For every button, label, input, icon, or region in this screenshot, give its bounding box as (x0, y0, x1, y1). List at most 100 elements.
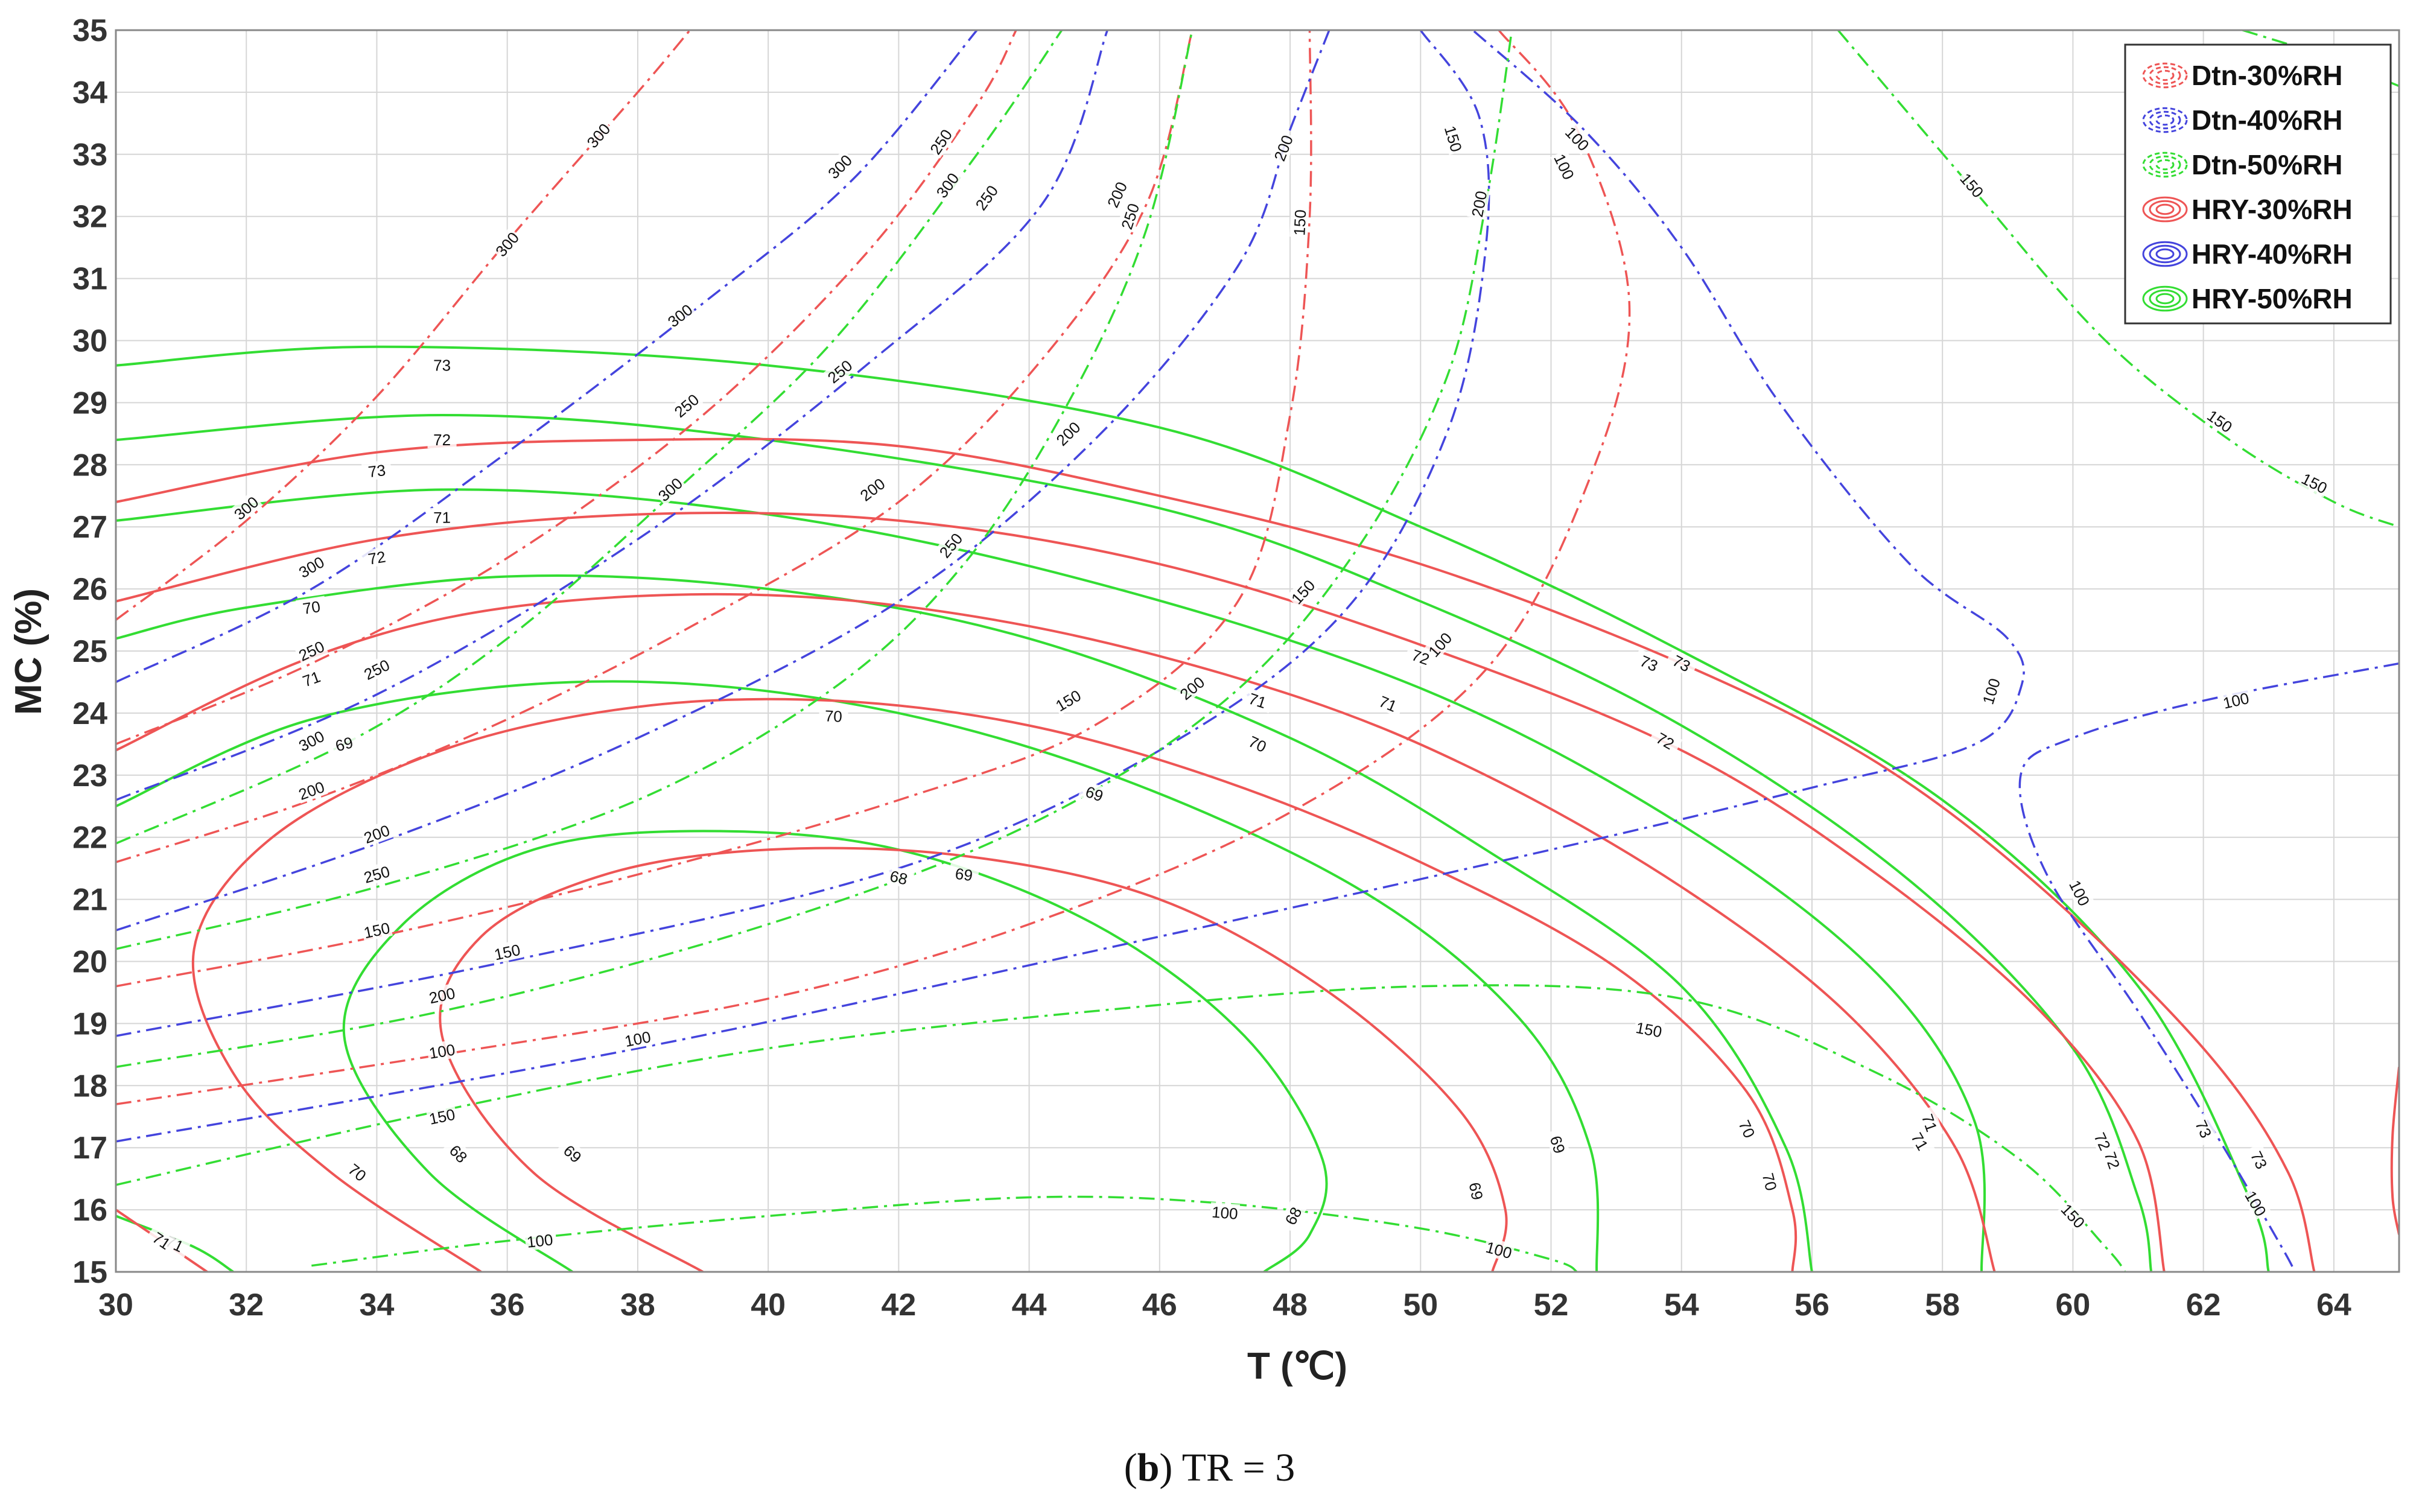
x-tick-label: 58 (1925, 1288, 1960, 1323)
contour-label: 250 (360, 861, 393, 887)
contour-line (311, 1195, 1578, 1272)
svg-text:69: 69 (954, 865, 973, 885)
svg-text:100: 100 (428, 1040, 457, 1063)
svg-text:73: 73 (367, 461, 386, 481)
legend-swatch (2155, 203, 2175, 215)
x-tick-label: 46 (1142, 1288, 1177, 1323)
contour-label: 150 (1289, 208, 1309, 238)
x-tick-label: 40 (751, 1288, 786, 1323)
y-tick-label: 26 (72, 572, 107, 607)
legend-swatch (2142, 196, 2188, 223)
y-tick-label: 34 (72, 75, 107, 110)
svg-text:150: 150 (1290, 209, 1309, 237)
svg-text:72: 72 (367, 547, 387, 568)
contour-lines (116, 30, 2399, 1272)
contour-label: 200 (1467, 188, 1490, 220)
svg-text:69: 69 (1466, 1181, 1487, 1201)
contour-label: 68 (882, 865, 915, 889)
y-axis-label: MC (%) (8, 588, 49, 715)
contour-label: 73 (427, 355, 457, 375)
x-tick-label: 56 (1794, 1288, 1829, 1323)
grid (115, 30, 2399, 1272)
legend-box (2124, 43, 2392, 325)
y-tick-label: 15 (72, 1255, 107, 1290)
contour-line (1837, 30, 2399, 528)
legend-entry: Dtn-50%RH (2142, 149, 2342, 180)
contour-labels: 7373737272727171717070706969696868687173… (144, 118, 2332, 1262)
legend-swatch (2155, 293, 2175, 305)
contour-line (116, 984, 2126, 1272)
figure-caption: (b) TR = 3 (0, 1445, 2419, 1491)
y-tick-label: 17 (72, 1131, 107, 1166)
contour-label: 69 (1078, 780, 1111, 807)
contour-label: 73 (361, 459, 392, 481)
legend-label: Dtn-30%RH (2192, 60, 2342, 91)
x-tick-label: 36 (490, 1288, 525, 1323)
contour-label: 69 (1545, 1128, 1571, 1161)
caption-text: ) TR = 3 (1159, 1446, 1295, 1490)
y-tick-label: 16 (72, 1193, 107, 1228)
legend-label: Dtn-50%RH (2192, 149, 2342, 180)
contour-line (116, 30, 1017, 745)
contour-line (116, 30, 2025, 1143)
x-tick-label: 32 (229, 1288, 264, 1323)
contour-label: 150 (1633, 1017, 1665, 1041)
x-tick-label: 34 (360, 1288, 395, 1323)
x-tick-label: 64 (2316, 1288, 2351, 1323)
contour-label: 69 (328, 731, 361, 757)
plot-frame (115, 29, 2400, 1273)
y-tick-label: 19 (72, 1006, 107, 1041)
x-axis-label: T (℃) (1247, 1345, 1347, 1387)
legend-swatch (2155, 248, 2175, 260)
x-tick-labels: 30 32 34 36 38 40 42 44 46 48 50 52 54 56 58 60 62 64 (98, 1288, 2351, 1323)
y-tick-label: 20 (72, 945, 107, 980)
y-tick-label: 27 (72, 510, 107, 545)
legend-entry: Dtn-40%RH (2142, 104, 2342, 136)
y-tick-label: 32 (72, 200, 107, 235)
legend-swatch (2142, 107, 2188, 133)
x-tick-label: 48 (1273, 1288, 1308, 1323)
x-tick-label: 54 (1664, 1288, 1699, 1323)
contour-line (116, 30, 1108, 801)
legend-label: HRY-40%RH (2192, 238, 2353, 270)
svg-text:71: 71 (433, 509, 451, 527)
y-tick-label: 29 (72, 386, 107, 421)
contour-line (342, 830, 1328, 1272)
legend-swatch (2149, 155, 2181, 174)
contour-label: 72 (361, 545, 393, 569)
legend-swatch (2149, 66, 2181, 85)
legend-swatch (2149, 244, 2181, 264)
svg-text:72: 72 (433, 431, 451, 449)
contour-line (116, 488, 1986, 1272)
legend-swatch (2149, 110, 2181, 130)
contour-line (116, 345, 2270, 1272)
legend-swatch (2149, 289, 2181, 308)
legend-entry: Dtn-30%RH (2142, 60, 2342, 91)
x-tick-label: 60 (2056, 1288, 2091, 1323)
y-tick-label: 23 (72, 758, 107, 793)
contour-label: 70 (1758, 1165, 1783, 1198)
svg-text:68: 68 (888, 867, 909, 889)
contour-line (116, 30, 691, 621)
svg-text:70: 70 (824, 707, 842, 725)
contour-line (116, 30, 978, 684)
contour-line (116, 30, 1631, 1105)
contour-label: 100 (524, 1230, 556, 1251)
svg-text:100: 100 (526, 1230, 554, 1251)
contour-label: 100 (426, 1040, 458, 1063)
legend-swatch (2142, 151, 2188, 178)
svg-text:73: 73 (433, 357, 451, 375)
x-tick-label: 62 (2186, 1288, 2221, 1323)
x-tick-label: 30 (98, 1288, 133, 1323)
legend-swatch (2155, 114, 2175, 126)
legend-entry: HRY-30%RH (2142, 194, 2353, 225)
contour-label: 70 (818, 705, 849, 726)
legend: Dtn-30%RH Dtn-40%RH Dtn-50%RH HRY-30%RH HRY-… (2124, 43, 2392, 325)
y-tick-labels: 15 16 17 18 19 20 21 22 23 24 25 26 27 28 29 30 31 32 33 34… (72, 13, 107, 1290)
contour-label: 72 (427, 430, 457, 449)
legend-entry: HRY-50%RH (2142, 283, 2353, 314)
legend-entry: HRY-40%RH (2142, 238, 2353, 270)
legend-swatch (2155, 159, 2175, 171)
contour-label: 70 (296, 596, 328, 618)
x-tick-label: 52 (1534, 1288, 1569, 1323)
